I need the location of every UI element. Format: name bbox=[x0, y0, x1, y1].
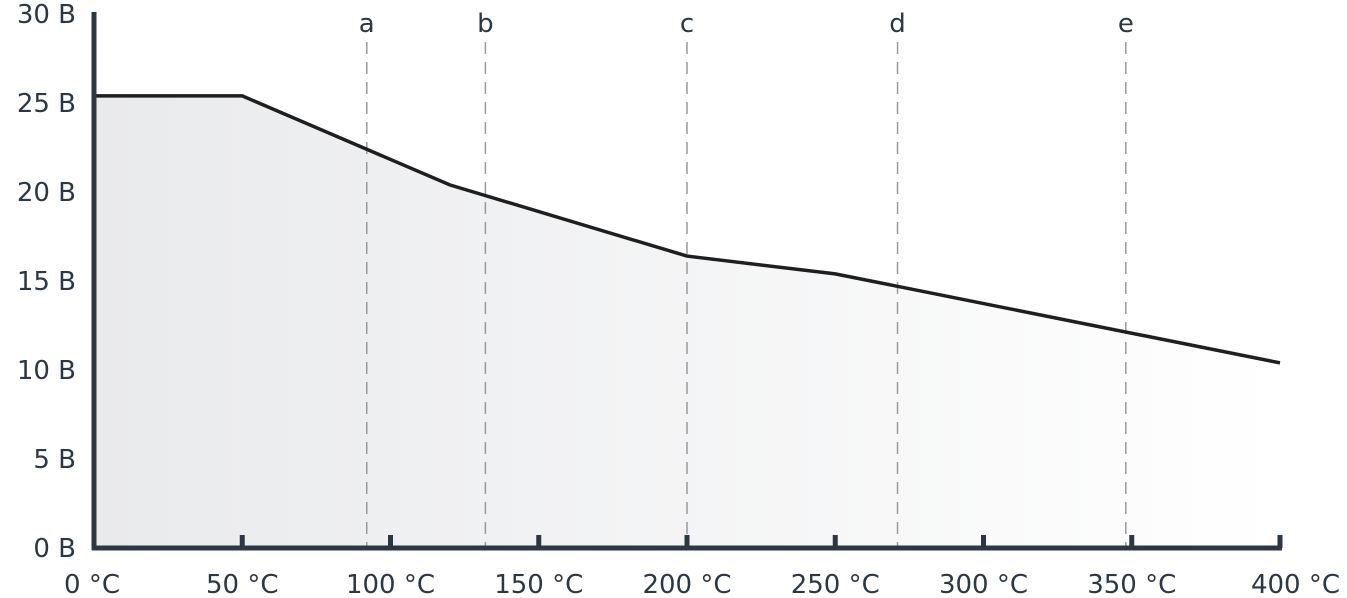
y-tick-label: 25 B bbox=[17, 89, 76, 119]
y-tick-label: 0 B bbox=[33, 534, 76, 564]
axes bbox=[91, 12, 1283, 551]
x-tick-label: 150 °C bbox=[494, 570, 583, 598]
y-tick-label: 5 B bbox=[33, 445, 76, 475]
x-tick-label: 100 °C bbox=[346, 570, 435, 598]
y-tick-label: 30 B bbox=[17, 0, 76, 30]
y-tick-label: 20 B bbox=[17, 178, 76, 208]
marker-label-b: b bbox=[477, 9, 494, 39]
x-tick-label: 250 °C bbox=[791, 570, 880, 598]
x-tick-label: 400 °C bbox=[1251, 570, 1340, 598]
marker-label-d: d bbox=[889, 9, 906, 39]
x-tick-label: 50 °C bbox=[206, 570, 279, 598]
x-tick-label: 0 °C bbox=[64, 570, 120, 598]
y-tick-label: 10 B bbox=[17, 356, 76, 386]
marker-lines bbox=[366, 42, 1127, 548]
area-fill bbox=[94, 95, 1280, 548]
marker-label-c: c bbox=[680, 9, 694, 39]
x-tick-label: 350 °C bbox=[1087, 570, 1176, 598]
y-tick-label: 15 B bbox=[17, 267, 76, 297]
series-line bbox=[94, 94, 1281, 365]
marker-label-a: a bbox=[359, 9, 375, 39]
x-tick-label: 300 °C bbox=[939, 570, 1028, 598]
marker-label-e: e bbox=[1118, 9, 1134, 39]
tick-labels: a b c d e 0 °C 50 °C 100 °C 150 °C 200 °C 250 °C 30… bbox=[17, 0, 1340, 598]
x-tick-label: 200 °C bbox=[642, 570, 731, 598]
